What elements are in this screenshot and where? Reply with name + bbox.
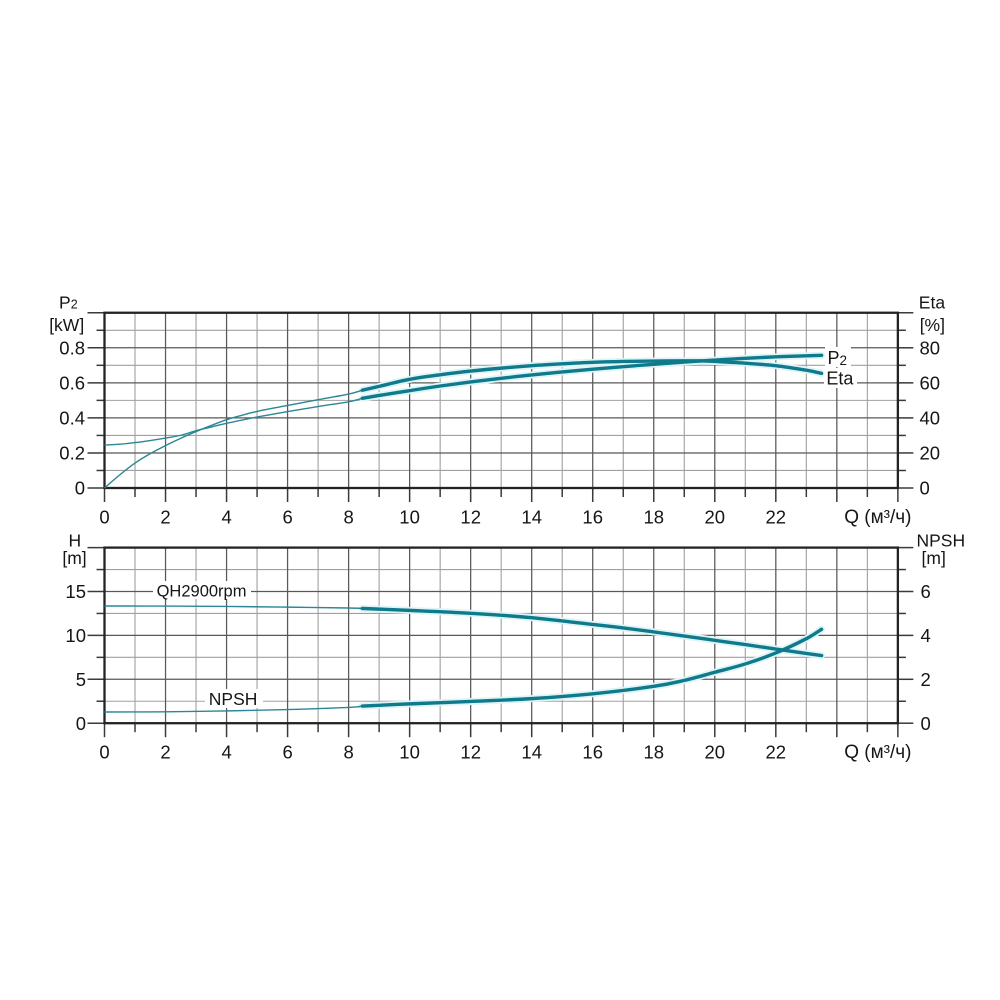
svg-text:0.2: 0.2 [59,443,85,464]
svg-text:40: 40 [920,408,941,429]
svg-text:0: 0 [99,507,109,528]
svg-text:20: 20 [705,507,726,528]
svg-text:12: 12 [460,507,481,528]
svg-text:QH2900rpm: QH2900rpm [157,583,247,601]
svg-text:Q (м³/ч): Q (м³/ч) [844,742,911,763]
svg-text:4: 4 [921,625,931,646]
svg-text:[m]: [m] [922,548,946,568]
svg-text:H: H [68,531,81,551]
svg-text:[kW]: [kW] [49,315,84,335]
svg-text:0: 0 [75,478,85,499]
svg-text:10: 10 [399,742,420,763]
svg-text:18: 18 [644,742,665,763]
svg-text:4: 4 [221,742,231,763]
svg-text:20: 20 [920,443,941,464]
svg-text:14: 14 [521,742,542,763]
svg-text:0.6: 0.6 [59,373,85,394]
svg-text:5: 5 [76,669,86,690]
svg-text:22: 22 [766,507,787,528]
svg-text:12: 12 [460,742,481,763]
svg-text:[m]: [m] [62,548,86,568]
svg-text:60: 60 [920,373,941,394]
svg-text:0: 0 [921,713,931,734]
svg-text:80: 80 [920,337,941,358]
svg-text:8: 8 [343,742,353,763]
svg-text:10: 10 [65,625,86,646]
svg-text:14: 14 [521,507,542,528]
svg-text:6: 6 [282,742,292,763]
svg-text:16: 16 [582,507,603,528]
svg-text:15: 15 [65,581,86,602]
svg-text:2: 2 [160,742,170,763]
svg-text:[%]: [%] [920,315,945,335]
svg-text:2: 2 [160,507,170,528]
svg-text:6: 6 [921,581,931,602]
svg-text:4: 4 [221,507,231,528]
svg-text:8: 8 [343,507,353,528]
svg-text:0.4: 0.4 [59,408,85,429]
svg-text:NPSH: NPSH [209,689,258,709]
svg-text:P2: P2 [828,348,848,368]
svg-text:6: 6 [282,507,292,528]
svg-text:2: 2 [921,669,931,690]
svg-text:Eta: Eta [919,293,946,313]
svg-text:0: 0 [920,478,930,499]
svg-text:NPSH: NPSH [917,531,966,551]
svg-text:Q (м³/ч): Q (м³/ч) [844,507,911,528]
svg-text:0: 0 [99,742,109,763]
svg-text:18: 18 [644,507,665,528]
svg-text:P2: P2 [59,293,78,313]
svg-text:0: 0 [76,713,86,734]
svg-text:22: 22 [766,742,787,763]
svg-text:10: 10 [399,507,420,528]
svg-text:16: 16 [582,742,603,763]
svg-text:20: 20 [705,742,726,763]
svg-text:0.8: 0.8 [59,337,85,358]
svg-text:Eta: Eta [826,369,854,389]
